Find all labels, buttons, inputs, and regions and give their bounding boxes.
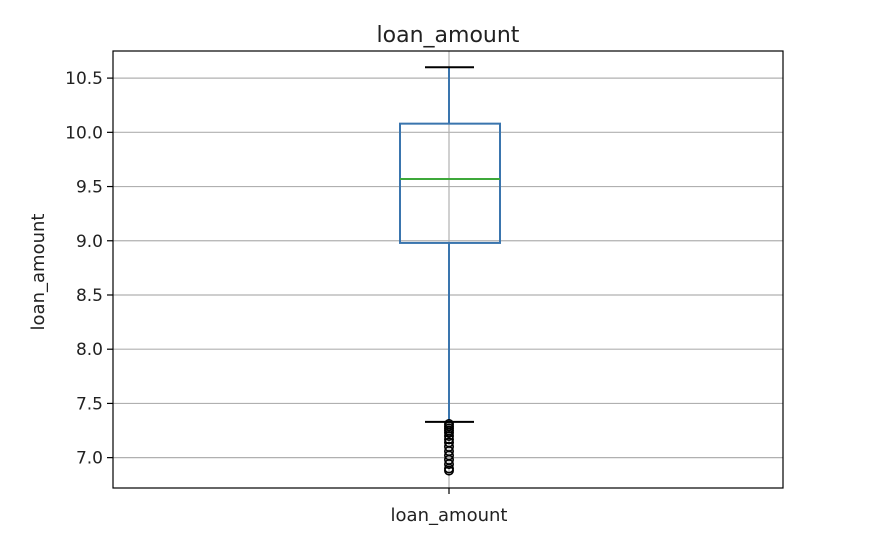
y-tick-label: 8.0: [76, 340, 103, 360]
plot-frame: [112, 50, 784, 489]
x-tick-label: loan_amount: [391, 505, 508, 526]
outlier-point: [443, 427, 454, 438]
outlier-point: [443, 459, 454, 470]
outlier-point: [443, 465, 454, 476]
y-tick-label: 10.0: [65, 123, 103, 143]
y-tick-label: 7.5: [76, 394, 103, 414]
y-tick-label: 9.5: [76, 178, 103, 198]
y-tick-label: 10.5: [65, 69, 103, 89]
y-axis-label: loan_amount: [28, 214, 49, 331]
box-group: [399, 66, 501, 476]
outlier-point: [443, 434, 454, 445]
iqr-box: [399, 122, 501, 244]
y-tick-label: 8.5: [76, 286, 103, 306]
chart-title: loan_amount: [377, 23, 520, 48]
y-tick-label: 7.0: [76, 449, 103, 469]
x-axis: loan_amount: [391, 488, 508, 526]
outlier-point: [443, 430, 454, 441]
y-axis-ticks: 7.0 7.5 8.0 8.5 9.0 9.5 10.0 10.5: [65, 69, 113, 469]
y-tick-label: 9.0: [76, 232, 103, 252]
